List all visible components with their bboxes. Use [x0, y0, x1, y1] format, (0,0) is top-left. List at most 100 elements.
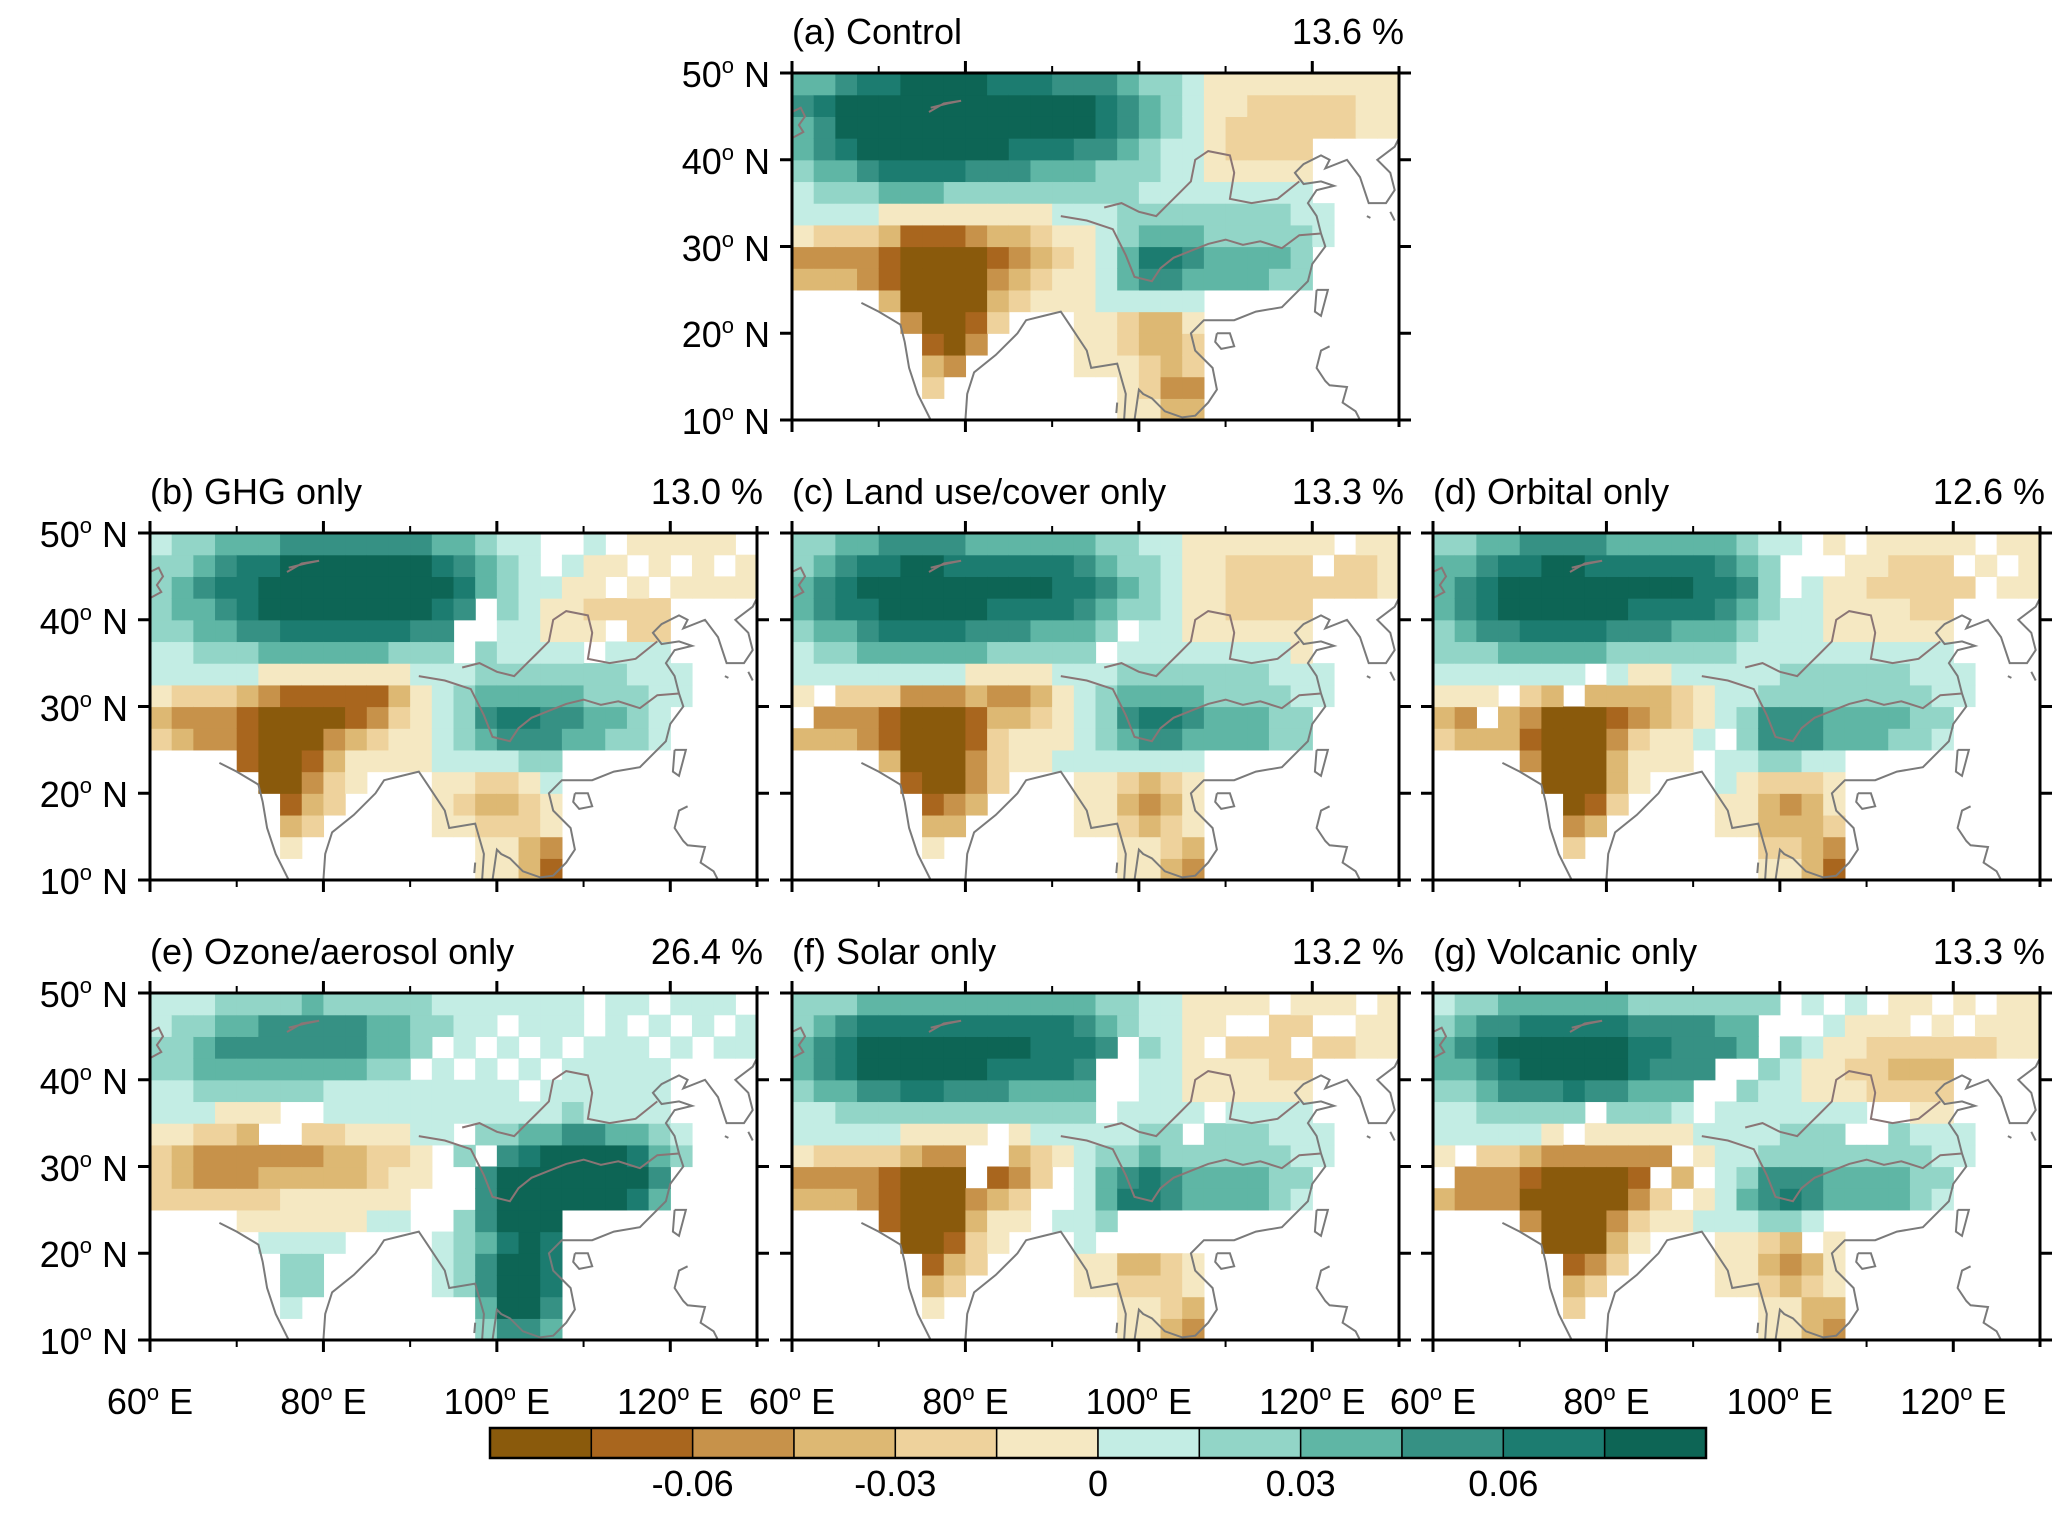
field-cell [1801, 1318, 1824, 1340]
coastlines-c [792, 559, 1399, 880]
field-cell [1584, 554, 1608, 577]
field-cell [1182, 1318, 1205, 1340]
field-cell [1866, 706, 1889, 729]
field-cell [323, 1166, 346, 1189]
field-cell [943, 203, 967, 226]
field-cell [1519, 993, 1542, 1016]
field-cell [1758, 1101, 1781, 1124]
field-cell [1779, 858, 1803, 880]
field-cell [345, 706, 368, 729]
field-cell [431, 1274, 455, 1298]
field-cell [540, 598, 563, 621]
field-cell [323, 1058, 346, 1081]
field-cell [1030, 1166, 1053, 1189]
field-cell [583, 598, 606, 621]
field-cell [965, 771, 988, 794]
field-cell [280, 1144, 303, 1168]
field-cell [1095, 749, 1118, 773]
field-cell [965, 684, 988, 708]
field-cell [301, 663, 325, 686]
field-cell [280, 641, 303, 664]
field-cell [922, 836, 945, 859]
field-cell [1225, 554, 1248, 577]
field-cell [1268, 1144, 1292, 1168]
field-cell [150, 993, 173, 1016]
field-cell [1008, 289, 1032, 313]
field-cell [1138, 749, 1162, 773]
coastline [1956, 805, 2002, 880]
field-cell [1563, 728, 1586, 751]
field-cell [366, 533, 390, 556]
field-cell [1030, 268, 1053, 291]
field-cell [987, 619, 1010, 643]
field-cell [1247, 246, 1270, 269]
field-cell [1160, 1144, 1183, 1168]
field-cell [453, 576, 476, 599]
field-cell [1355, 73, 1378, 96]
field-cell [1290, 94, 1313, 117]
field-cell [475, 1274, 498, 1298]
field-cell [1758, 1188, 1781, 1211]
field-cell [1714, 1274, 1738, 1298]
field-cell [1160, 73, 1183, 96]
colorbar-swatch [1299, 1427, 1403, 1459]
field-cell [1888, 619, 1911, 643]
field-cell [1117, 73, 1140, 96]
field-cell [1649, 554, 1673, 577]
field-cell [1030, 116, 1053, 139]
field-cell [857, 728, 880, 751]
field-cell [835, 116, 858, 139]
field-cell [900, 159, 923, 183]
field-cell [1377, 533, 1399, 556]
field-cell [605, 1188, 628, 1211]
field-cell [215, 1144, 238, 1168]
field-cell [1030, 289, 1053, 313]
field-cell [280, 1036, 303, 1059]
field-cell [965, 1036, 988, 1059]
field-cell [922, 641, 945, 664]
field-cell [366, 1079, 390, 1103]
field-cell [1844, 993, 1868, 1016]
field-cell [605, 1123, 628, 1146]
field-cell [922, 1274, 945, 1298]
field-cell [1584, 1274, 1608, 1298]
field-cell [1030, 641, 1053, 664]
field-cell [323, 554, 346, 577]
field-cell [987, 268, 1010, 291]
field-cell [1312, 94, 1335, 117]
field-cell [900, 1014, 923, 1037]
coastline [1133, 137, 1399, 420]
field-cell [900, 268, 923, 291]
field-cell [1160, 1036, 1183, 1059]
field-cell [475, 749, 498, 773]
field-cell [301, 1209, 325, 1233]
field-cell [215, 993, 238, 1016]
field-cell [431, 1231, 455, 1254]
field-cell [1909, 641, 1933, 664]
field-cell [965, 246, 988, 269]
field-cell [900, 138, 923, 161]
field-cell [1247, 576, 1270, 599]
field-cell [431, 728, 455, 751]
field-cell [1433, 576, 1456, 599]
field-cell [1671, 1123, 1694, 1146]
field-cell [496, 706, 520, 729]
field-cell [878, 1101, 901, 1124]
field-cell [1931, 576, 1954, 599]
coastline [1855, 1252, 1877, 1270]
river-line [1744, 1070, 1941, 1138]
field-cell [1628, 1209, 1651, 1233]
field-cell [1736, 993, 1759, 1016]
field-cell [878, 73, 901, 96]
field-cell [410, 1123, 433, 1146]
colorbar-frame [488, 1426, 1708, 1460]
field-cell [518, 728, 541, 751]
colorbar-swatch [995, 1427, 1099, 1459]
field-cell [1909, 684, 1933, 708]
field-cell [1563, 793, 1586, 816]
field-cell [1563, 598, 1586, 621]
field-cell [388, 533, 411, 556]
field-cell [1844, 706, 1868, 729]
field-cell [1312, 224, 1335, 248]
field-cell [965, 181, 988, 204]
